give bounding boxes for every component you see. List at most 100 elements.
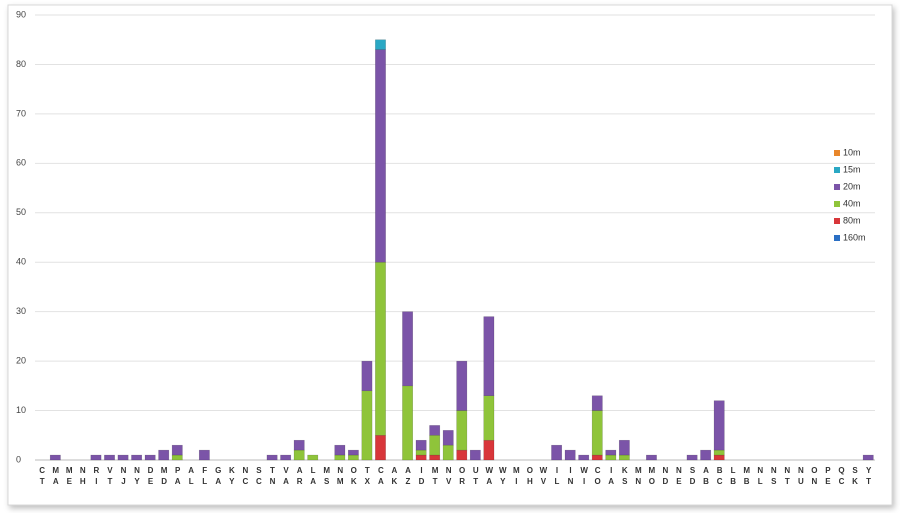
x-tick-label: YT [864, 466, 873, 488]
x-tick-label: MN [634, 466, 643, 488]
legend-swatch [834, 235, 840, 241]
x-tick-label: MO [647, 466, 656, 488]
bar-segment [266, 454, 278, 461]
x-tick-label: NE [674, 466, 683, 488]
bar-segment [90, 454, 102, 461]
bar-segment [198, 449, 210, 461]
bar-segment [456, 410, 468, 451]
x-tick-label: KS [620, 466, 629, 488]
chart-frame [7, 4, 893, 506]
y-tick-label: 10 [16, 405, 26, 415]
x-tick-label: IL [553, 466, 562, 488]
x-tick-label: TX [363, 466, 372, 488]
x-tick-label: OR [458, 466, 467, 488]
bar-segment [171, 444, 183, 456]
y-tick-label: 60 [16, 158, 26, 168]
bar-segment [862, 454, 874, 461]
x-tick-label: MA [51, 466, 60, 488]
x-tick-label: LB [729, 466, 738, 488]
bar-segment [293, 439, 305, 451]
bar-segment [402, 311, 413, 387]
x-tick-label: MB [742, 466, 751, 488]
bar-segment [591, 454, 603, 461]
y-tick-label: 0 [16, 454, 21, 464]
x-tick-label: ID [417, 466, 426, 488]
bar-segment [551, 444, 563, 461]
bar-segment [713, 449, 725, 456]
bar-segment [131, 454, 143, 461]
bar-segment [280, 454, 292, 461]
x-tick-label: KY [227, 466, 236, 488]
bar-segment [483, 316, 495, 396]
x-tick-label: SD [688, 466, 697, 488]
y-tick-label: 20 [16, 355, 26, 365]
x-tick-label: AB [702, 466, 711, 488]
bar-segment [713, 400, 725, 451]
bar-segment [334, 444, 346, 456]
bar-segment [144, 454, 156, 461]
bar-segment [347, 454, 359, 461]
x-tick-label: NH [78, 466, 87, 488]
legend-label: 80m [843, 215, 861, 225]
y-tick-label: 30 [16, 306, 26, 316]
x-tick-label: SK [851, 466, 860, 488]
bar-segment [564, 449, 576, 461]
bar-segment [429, 435, 441, 456]
bar-segment [415, 449, 427, 456]
y-tick-label: 40 [16, 257, 26, 267]
legend-swatch [834, 150, 840, 156]
legend-swatch [834, 201, 840, 207]
x-tick-label: AZ [403, 466, 412, 488]
legend-swatch [834, 167, 840, 173]
bar-segment [158, 449, 170, 461]
x-tick-label: MI [512, 466, 521, 488]
bar-segment [171, 454, 183, 461]
x-tick-label: NU [796, 466, 805, 488]
x-tick-label: CO [593, 466, 602, 488]
y-tick-label: 90 [16, 9, 26, 19]
y-tick-label: 50 [16, 207, 26, 217]
x-tick-label: QC [837, 466, 846, 488]
bar-segment [483, 439, 495, 461]
bar-segment [293, 449, 305, 461]
bar-segment [375, 261, 386, 436]
bar-segment [117, 454, 129, 461]
bar-segment [700, 449, 712, 461]
x-tick-label: PA [173, 466, 182, 488]
x-tick-label: VT [105, 466, 114, 488]
x-tick-label: MS [322, 466, 331, 488]
x-tick-label: NS [769, 466, 778, 488]
legend-label: 40m [843, 198, 861, 208]
x-tick-label: CT [38, 466, 47, 488]
bar-segment [578, 454, 590, 461]
x-tick-label: UT [471, 466, 480, 488]
legend-label: 20m [843, 181, 861, 191]
bar-segment [713, 454, 725, 461]
x-tick-label: OK [349, 466, 358, 488]
bar-segment [49, 454, 61, 461]
bar-segment [469, 449, 481, 461]
bar-segment [307, 454, 319, 461]
bar-segment [402, 385, 413, 461]
x-tick-label: NM [336, 466, 345, 488]
bar-segment [456, 449, 468, 461]
x-tick-label: AR [295, 466, 304, 488]
bar-segment [618, 454, 630, 461]
bar-segment [591, 395, 603, 411]
bar-segment [334, 454, 346, 461]
bar-segment [483, 395, 495, 441]
bar-segment [415, 439, 427, 451]
bar-segment [618, 439, 630, 456]
legend-label: 15m [843, 164, 861, 174]
x-tick-label: AK [390, 466, 399, 488]
bar-segment [429, 425, 441, 436]
x-tick-label: NV [444, 466, 453, 488]
x-tick-label: IA [607, 466, 616, 488]
bar-segment [375, 49, 386, 263]
bar-segment [375, 39, 386, 50]
bar-segment [429, 454, 441, 461]
x-tick-label: FL [200, 466, 209, 488]
x-tick-label: WA [485, 466, 494, 488]
